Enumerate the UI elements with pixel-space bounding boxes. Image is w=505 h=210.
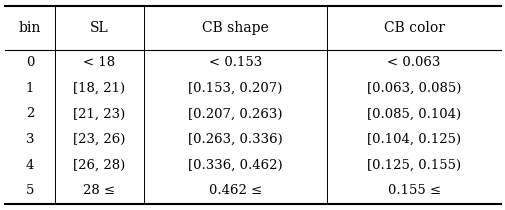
Text: < 18: < 18 (83, 56, 115, 69)
Text: [0.263, 0.336): [0.263, 0.336) (188, 133, 282, 146)
Text: [0.085, 0.104): [0.085, 0.104) (366, 107, 461, 120)
Text: bin: bin (19, 21, 41, 35)
Text: 28 ≤: 28 ≤ (83, 184, 115, 197)
Text: [18, 21): [18, 21) (73, 82, 125, 95)
Text: 4: 4 (26, 159, 34, 172)
Text: 1: 1 (26, 82, 34, 95)
Text: 3: 3 (26, 133, 34, 146)
Text: 2: 2 (26, 107, 34, 120)
Text: [0.207, 0.263): [0.207, 0.263) (188, 107, 282, 120)
Text: CB color: CB color (383, 21, 444, 35)
Text: SL: SL (90, 21, 109, 35)
Text: [0.063, 0.085): [0.063, 0.085) (366, 82, 461, 95)
Text: [0.153, 0.207): [0.153, 0.207) (188, 82, 282, 95)
Text: 0.462 ≤: 0.462 ≤ (209, 184, 262, 197)
Text: 0.155 ≤: 0.155 ≤ (387, 184, 440, 197)
Text: [0.336, 0.462): [0.336, 0.462) (188, 159, 282, 172)
Text: [23, 26): [23, 26) (73, 133, 125, 146)
Text: < 0.153: < 0.153 (209, 56, 262, 69)
Text: [0.104, 0.125): [0.104, 0.125) (366, 133, 461, 146)
Text: [0.125, 0.155): [0.125, 0.155) (366, 159, 461, 172)
Text: [21, 23): [21, 23) (73, 107, 125, 120)
Text: < 0.063: < 0.063 (387, 56, 440, 69)
Text: 5: 5 (26, 184, 34, 197)
Text: CB shape: CB shape (202, 21, 269, 35)
Text: 0: 0 (26, 56, 34, 69)
Text: [26, 28): [26, 28) (73, 159, 125, 172)
